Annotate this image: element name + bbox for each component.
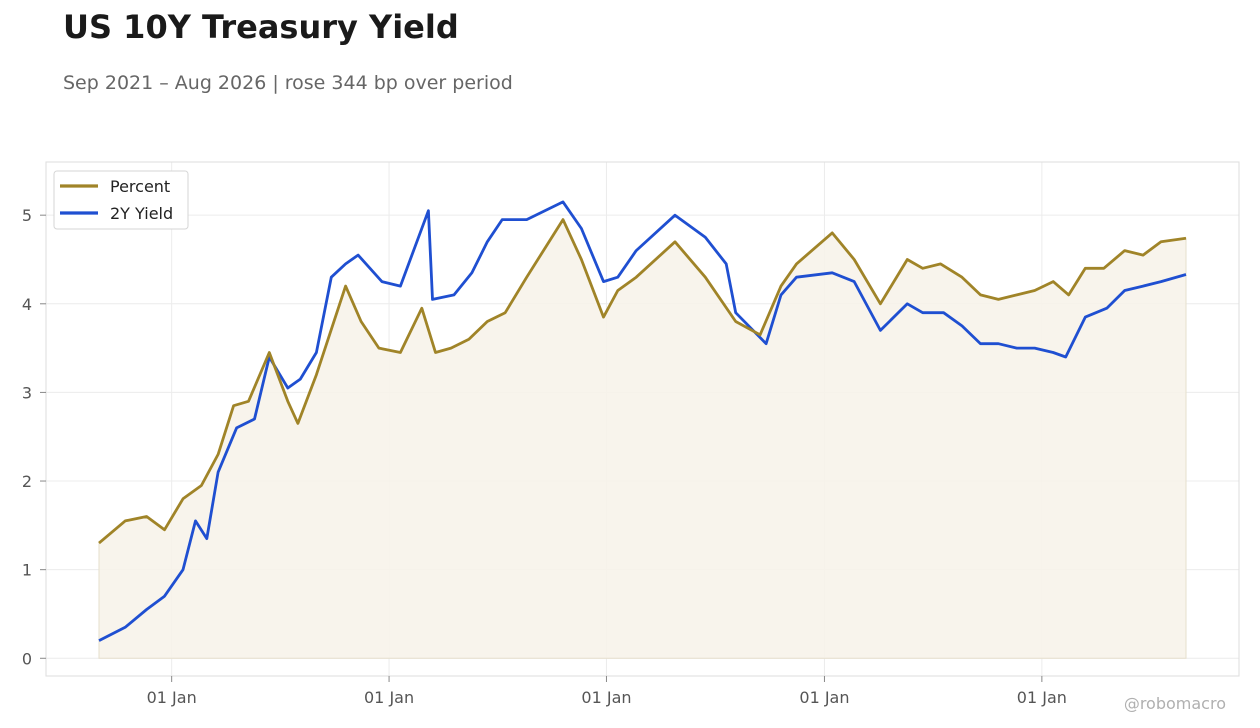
- x-tick-label: 01 Jan: [1017, 688, 1067, 707]
- x-tick-label: 01 Jan: [581, 688, 631, 707]
- chart-title: US 10Y Treasury Yield: [63, 8, 459, 46]
- legend-label-2y-yield: 2Y Yield: [110, 204, 173, 223]
- y-tick-label: 5: [22, 206, 32, 225]
- series-line-2y-yield: [98, 200, 1187, 642]
- y-tick-label: 4: [22, 295, 32, 314]
- y-axis: 0 1 2 3 4 5: [22, 206, 46, 668]
- legend-label-percent: Percent: [110, 177, 170, 196]
- x-tick-label: 01 Jan: [147, 688, 197, 707]
- y-tick-label: 2: [22, 472, 32, 491]
- y-tick-label: 1: [22, 561, 32, 580]
- chart-subtitle: Sep 2021 – Aug 2026 | rose 344 bp over p…: [63, 72, 513, 94]
- y-tick-label: 3: [22, 383, 32, 402]
- legend: Percent 2Y Yield: [53, 170, 189, 230]
- credit-label: @robomacro: [1123, 694, 1226, 713]
- plot-frame: [45, 161, 1240, 677]
- x-axis: 01 Jan 01 Jan 01 Jan 01 Jan 01 Jan: [147, 676, 1067, 707]
- x-tick-label: 01 Jan: [799, 688, 849, 707]
- series-group: [98, 200, 1187, 659]
- series-line-percent: [98, 218, 1187, 545]
- series-area-percent: [98, 218, 1187, 659]
- y-tick-label: 0: [22, 649, 32, 668]
- x-tick-label: 01 Jan: [364, 688, 414, 707]
